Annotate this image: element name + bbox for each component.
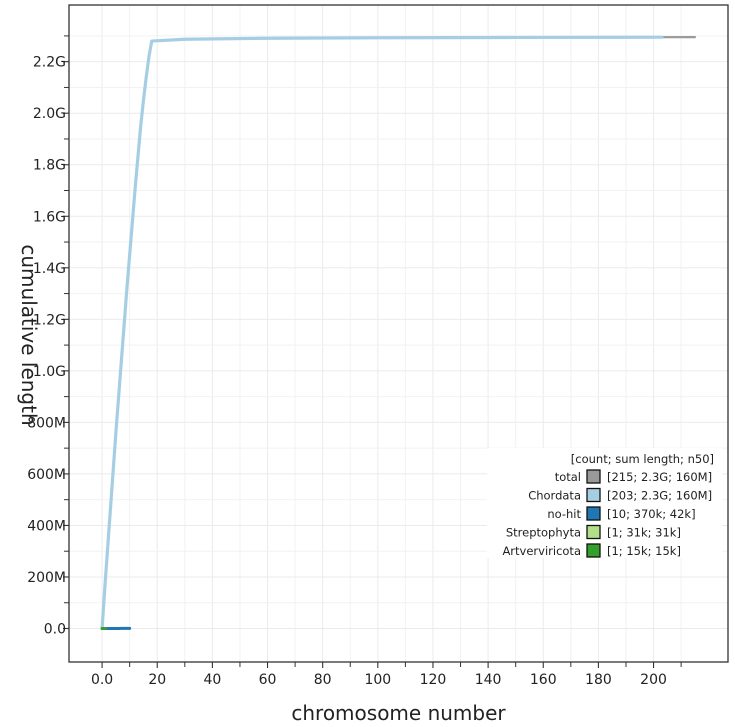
y-axis-title: cumulative length [17,244,41,425]
legend-label: Chordata [528,489,581,503]
legend-label: Artverviricota [502,544,581,558]
y-tick-label: 1.2G [33,312,66,328]
y-tick-label: 800M [27,415,66,431]
x-tick-label: 20 [148,672,166,688]
y-tick-label: 1.8G [33,158,66,174]
y-tick-label: 600M [27,467,66,483]
legend-swatch [586,487,601,503]
legend-label: total [555,470,581,484]
y-tick-label: 2.2G [33,55,66,71]
legend-stats: [1; 15k; 15k] [607,544,681,558]
x-tick-label: 180 [585,672,612,688]
x-tick-label: 140 [475,672,502,688]
y-tick-label: 1.6G [33,209,66,225]
legend-label: no-hit [547,507,581,521]
x-tick-label: 200 [640,672,667,688]
y-tick-label: 400M [27,518,66,534]
legend-stats: [1; 31k; 31k] [607,526,681,540]
x-axis-ticks: 0.0 20 40 60 80 100 120 140 160 180 200 [91,662,682,688]
x-tick-label: 80 [314,672,332,688]
plot-frame [68,4,729,663]
legend-swatch [586,524,601,540]
x-tick-label: 0.0 [91,672,113,688]
y-tick-label: 1.4G [33,261,66,277]
legend-swatch [586,543,601,558]
legend-stats: [10; 370k; 42k] [607,507,696,521]
x-tick-label: 60 [259,672,277,688]
x-axis-title: chromosome number [291,701,506,725]
y-tick-label: 1.0G [33,364,66,380]
series-line-chordata [100,35,664,631]
y-tick-label: 0.0 [44,622,66,638]
y-tick-label: 2.0G [33,106,66,122]
y-axis-ticks: 0.0 200M 400M 600M 800M 1.0G 1.2G 1.4G 1.6G 1.8G 2… [27,35,69,638]
legend-stats: [203; 2.3G; 160M] [607,489,712,503]
legend-header: [count; sum length; n50] [571,452,714,466]
legend-stats: [215; 2.3G; 160M] [607,470,712,484]
x-tick-label: 100 [364,672,391,688]
legend: [count; sum length; n50] total [215; 2.3G… [487,448,722,558]
x-tick-label: 40 [203,672,221,688]
legend-swatch [586,469,601,484]
x-tick-label: 120 [420,672,447,688]
series-layer [100,35,697,631]
legend-background [487,448,722,558]
y-tick-label: 200M [27,570,66,586]
plot-background [69,5,728,662]
legend-label: Streptophyta [506,526,581,540]
legend-swatch [586,506,601,521]
x-tick-label: 160 [530,672,557,688]
